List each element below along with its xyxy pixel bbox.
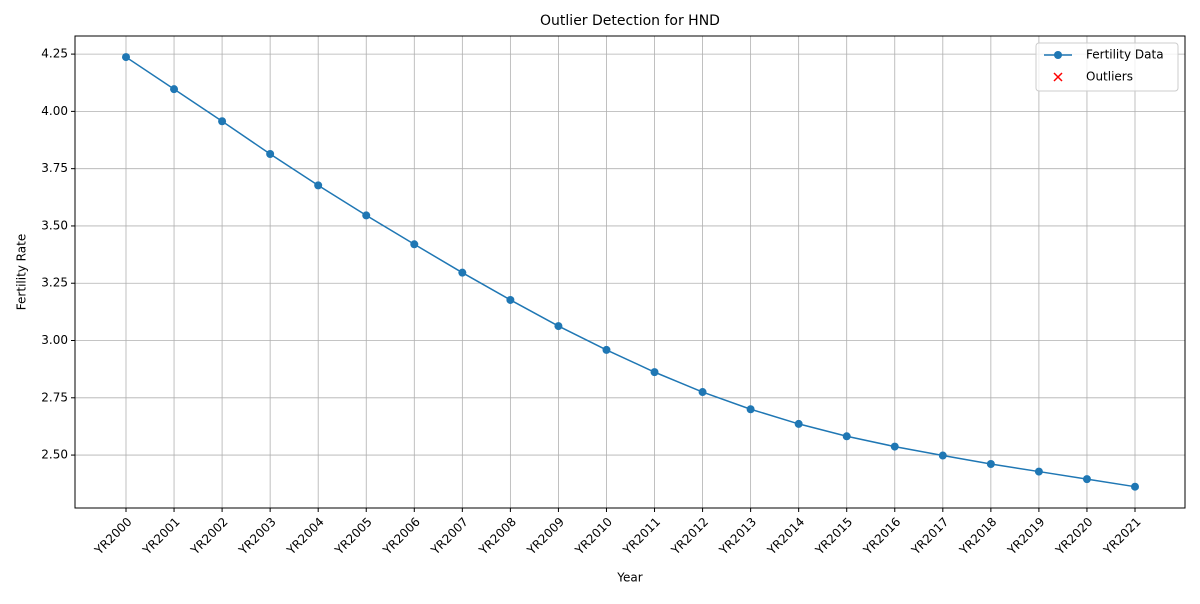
y-tick-label: 4.00 bbox=[41, 104, 68, 118]
data-point bbox=[794, 419, 803, 428]
data-point bbox=[170, 85, 179, 94]
data-point bbox=[746, 405, 755, 414]
chart-title: Outlier Detection for HND bbox=[540, 13, 720, 29]
y-tick-label: 3.50 bbox=[41, 218, 68, 232]
data-point bbox=[410, 240, 419, 249]
y-tick-label: 2.75 bbox=[41, 390, 68, 404]
data-point bbox=[1082, 475, 1091, 484]
data-point bbox=[314, 181, 323, 190]
data-point bbox=[362, 211, 371, 220]
legend-label: Outliers bbox=[1086, 70, 1133, 84]
data-point bbox=[650, 368, 659, 377]
y-tick-label: 3.00 bbox=[41, 333, 68, 347]
data-point bbox=[122, 53, 130, 62]
legend-marker bbox=[1054, 51, 1062, 59]
y-tick-label: 3.75 bbox=[41, 161, 68, 175]
data-point bbox=[506, 295, 515, 304]
data-point bbox=[458, 268, 467, 277]
data-point bbox=[554, 322, 563, 331]
legend-label: Fertility Data bbox=[1086, 48, 1164, 62]
data-point bbox=[1034, 467, 1043, 476]
data-point bbox=[698, 388, 707, 397]
data-point bbox=[890, 442, 899, 451]
x-axis-label: Year bbox=[616, 571, 642, 585]
y-tick-label: 4.25 bbox=[41, 47, 68, 61]
data-point bbox=[938, 451, 947, 460]
plot-frame bbox=[74, 35, 1186, 509]
y-tick-label: 2.50 bbox=[41, 448, 68, 462]
y-axis-label: Fertility Rate bbox=[15, 234, 29, 310]
data-point bbox=[266, 150, 275, 158]
data-point bbox=[1131, 482, 1139, 491]
y-tick-label: 3.25 bbox=[41, 276, 68, 290]
data-line bbox=[125, 56, 1136, 488]
data-point bbox=[218, 117, 227, 126]
data-point bbox=[986, 460, 995, 469]
data-point bbox=[602, 345, 611, 354]
data-point bbox=[842, 432, 851, 441]
legend-marker bbox=[1053, 72, 1063, 82]
